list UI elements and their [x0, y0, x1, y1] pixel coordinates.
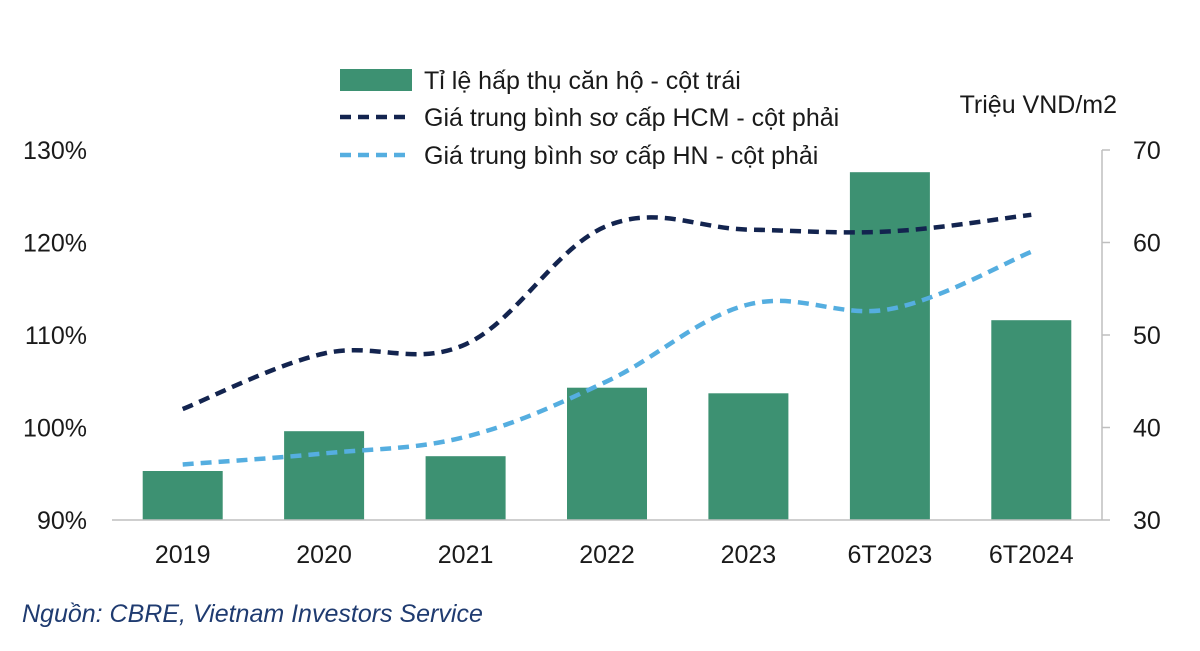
x-tick-label: 6T2023: [848, 541, 933, 569]
x-tick-label: 2020: [296, 541, 352, 569]
right-axis-unit-label: Triệu VND/m2: [960, 91, 1117, 119]
bar-6T2023: [849, 172, 930, 520]
left-tick-label: 110%: [25, 322, 87, 350]
x-tick-label: 2022: [579, 541, 635, 569]
left-tick-label: 120%: [23, 230, 87, 258]
x-tick-label: 2019: [155, 541, 211, 569]
right-tick-label: 60: [1133, 230, 1161, 258]
axes-group: 2019 2020 2021 2022 2023 6T2023 6T2024 90% 100% 1…: [23, 137, 1161, 569]
bar-2019: [142, 471, 223, 520]
x-tick-label: 6T2024: [989, 541, 1074, 569]
right-tick-label: 40: [1133, 415, 1161, 443]
legend-swatch: [340, 69, 412, 91]
combo-chart: 2019 2020 2021 2022 2023 6T2023 6T2024 90% 100% 1…: [23, 67, 1161, 569]
legend-label: Tỉ lệ hấp thụ căn hộ - cột trái: [424, 67, 741, 95]
bar-2021: [425, 456, 506, 520]
source-note: Nguồn: CBRE, Vietnam Investors Service: [22, 600, 483, 628]
x-tick-label: 2023: [721, 541, 777, 569]
bars-group: [142, 172, 1072, 520]
bar-2023: [708, 393, 789, 520]
right-tick-label: 30: [1133, 507, 1161, 535]
left-tick-label: 100%: [23, 415, 87, 443]
hn-price-line: [182, 249, 1033, 467]
legend-label: Giá trung bình sơ cấp HCM - cột phải: [424, 104, 839, 132]
x-tick-label: 2021: [438, 541, 494, 569]
left-tick-label: 90%: [37, 507, 87, 535]
legend-label: Giá trung bình sơ cấp HN - cột phải: [424, 142, 818, 170]
lines-group: [181, 212, 1033, 467]
right-tick-label: 50: [1133, 322, 1161, 350]
legend: Tỉ lệ hấp thụ căn hộ - cột trái Giá trung…: [340, 67, 839, 170]
bar-6T2024: [991, 320, 1072, 520]
bar-2020: [284, 431, 365, 520]
bar-2022: [567, 387, 647, 520]
hcm-price-line: [181, 212, 1032, 412]
left-tick-label: 130%: [23, 137, 87, 165]
right-tick-label: 70: [1133, 137, 1161, 165]
